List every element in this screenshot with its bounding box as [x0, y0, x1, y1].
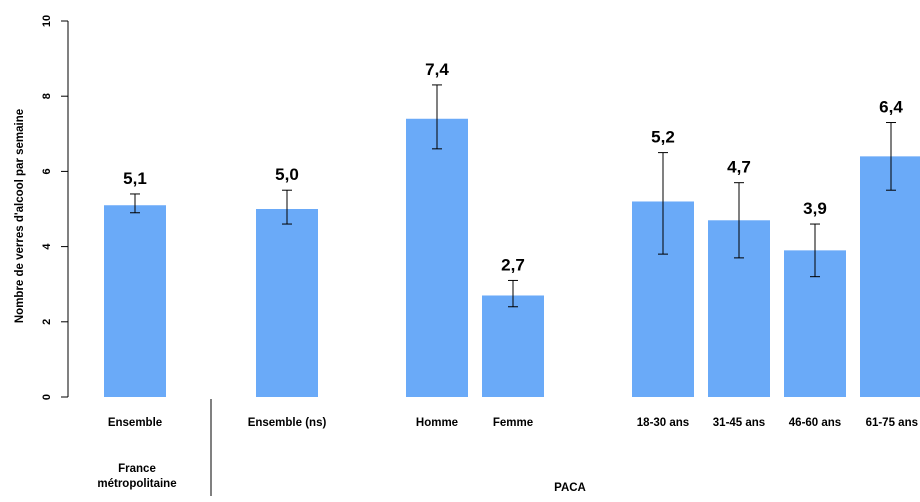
category-labels: Ensemble Ensemble (ns) Homme Femme 18-30 ans…: [108, 417, 918, 429]
category-label-4: 18-30 ans: [637, 417, 689, 429]
error-bar-1: [282, 189, 292, 225]
category-label-7: 61-75 ans: [866, 417, 918, 429]
value-label-1: 5,0: [275, 165, 299, 184]
bar-3: [482, 295, 544, 397]
bar-7: [860, 156, 920, 397]
value-label-2: 7,4: [425, 60, 449, 79]
y-tick-label: 4: [41, 243, 53, 250]
y-tick-label: 2: [41, 319, 53, 325]
category-label-5: 31-45 ans: [713, 417, 765, 429]
bar-2: [406, 118, 468, 397]
group-label-1: PACA: [554, 482, 586, 494]
category-label-3: Femme: [493, 417, 533, 429]
y-axis-title: Nombre de verres d'alcool par semaine: [14, 109, 26, 323]
category-label-2: Homme: [416, 417, 458, 429]
category-label-0: Ensemble: [108, 417, 162, 429]
bars: [104, 118, 920, 397]
value-label-0: 5,1: [123, 169, 147, 188]
value-label-3: 2,7: [501, 255, 525, 274]
group-label-0: France métropolitaine: [97, 463, 176, 490]
y-axis: 0 2 4 6 8 10: [41, 15, 69, 400]
y-tick-label: 10: [41, 15, 53, 27]
error-bar-6: [810, 223, 820, 278]
error-bar-0: [130, 193, 140, 214]
bar-0: [104, 205, 166, 397]
bar-1: [256, 209, 318, 397]
error-bar-5: [734, 182, 744, 259]
error-bars: [130, 84, 896, 308]
y-tick-label: 0: [41, 394, 53, 400]
category-label-1: Ensemble (ns): [248, 417, 327, 429]
error-bar-7: [886, 122, 896, 191]
value-label-7: 6,4: [879, 98, 903, 117]
value-labels: 5,1 5,0 7,4 2,7 5,2 4,7 3,9 6,4: [123, 60, 903, 275]
value-label-5: 4,7: [727, 158, 751, 177]
category-label-6: 46-60 ans: [789, 417, 841, 429]
error-bar-4: [658, 152, 668, 255]
y-tick-label: 8: [41, 93, 53, 99]
error-bar-2: [432, 84, 442, 150]
value-label-4: 5,2: [651, 128, 675, 147]
y-tick-label: 6: [41, 168, 53, 174]
value-label-6: 3,9: [803, 199, 827, 218]
error-bar-3: [508, 279, 518, 308]
group-labels: France métropolitaine PACA: [97, 463, 585, 494]
